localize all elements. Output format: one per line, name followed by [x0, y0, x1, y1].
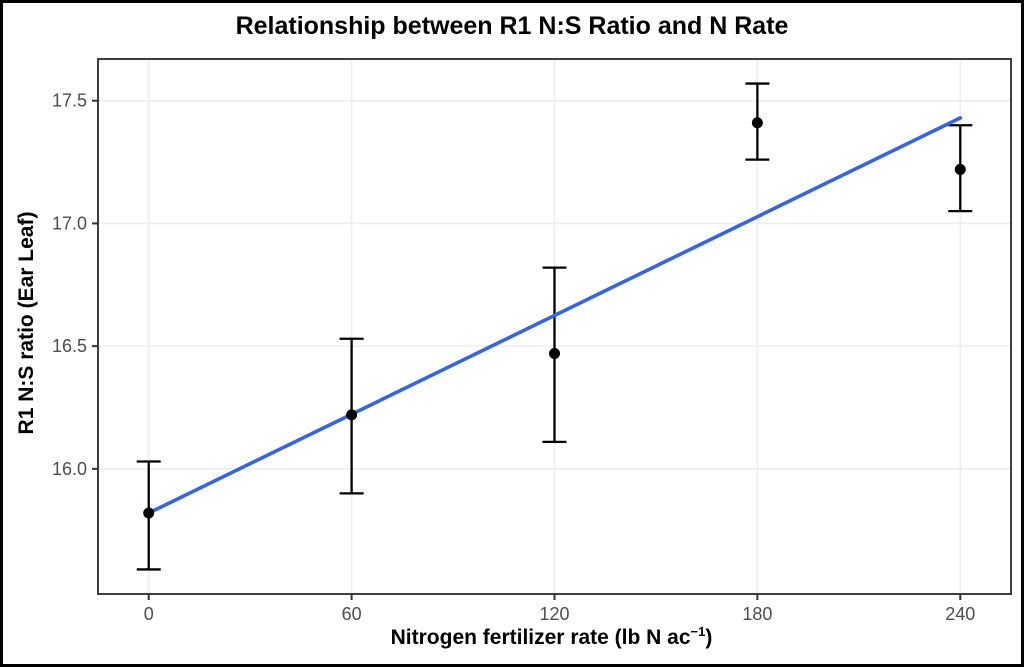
y-tick-label: 16.0: [52, 459, 87, 479]
data-point: [954, 163, 966, 175]
data-point: [143, 507, 155, 519]
chart-title: Relationship between R1 N:S Ratio and N …: [235, 12, 789, 40]
trend-line: [146, 116, 963, 515]
x-axis-title-superscript: −1: [690, 624, 706, 639]
x-tick-label: 240: [945, 604, 975, 624]
y-axis-title: R1 N:S ratio (Ear Leaf): [15, 211, 38, 435]
x-tick-label: 120: [539, 604, 569, 624]
x-tick-label: 0: [144, 604, 154, 624]
y-tick-label: 17.5: [52, 91, 87, 111]
y-tick-label: 17.0: [52, 213, 87, 233]
x-axis-title-close: ): [705, 626, 713, 649]
x-axis-title: Nitrogen fertilizer rate (lb N ac−1): [95, 624, 1008, 650]
y-tick-label: 16.5: [52, 336, 87, 356]
data-point: [549, 347, 560, 359]
data-point: [751, 117, 763, 129]
plot-area: 0 60 120 180 240 16.0 16.5 17.0 17.5: [52, 58, 1012, 624]
x-tick-label: 60: [342, 604, 362, 624]
x-axis-title-text: Nitrogen fertilizer rate (lb N ac: [390, 626, 691, 649]
x-tick-label: 180: [742, 604, 772, 624]
data-point: [346, 409, 358, 421]
